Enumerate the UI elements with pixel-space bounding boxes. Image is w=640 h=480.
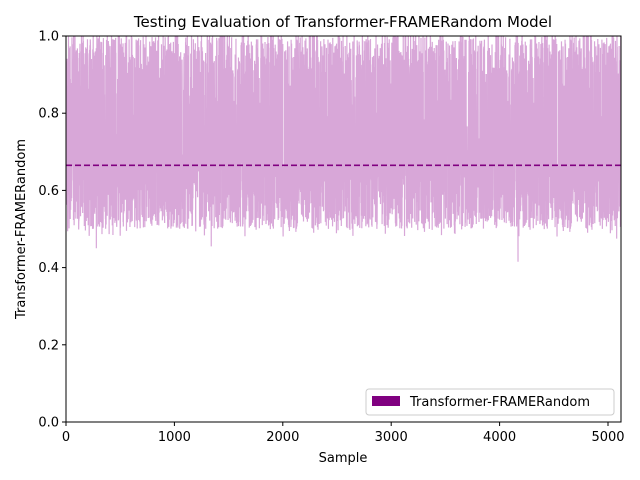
x-tick-label: 5000 (591, 430, 624, 445)
series-layer (66, 36, 621, 262)
legend-box (365, 388, 615, 416)
x-tick-label: 4000 (483, 430, 516, 445)
y-axis-label: Transformer-FRAMERandom (14, 139, 29, 320)
legend-label: Transformer-FRAMERandom (409, 395, 590, 410)
y-axis: 0.0 0.2 0.4 0.6 0.8 1.0 (38, 30, 66, 431)
series-line (66, 36, 621, 262)
chart-title: Testing Evaluation of Transformer-FRAMER… (133, 13, 552, 31)
x-axis: 0 1000 2000 3000 4000 5000 (62, 422, 625, 445)
x-tick-label: 2000 (266, 430, 299, 445)
plot-frame (65, 35, 622, 423)
y-tick-label: 0.8 (38, 107, 59, 122)
legend-swatch (372, 396, 400, 406)
y-tick-label: 0.0 (38, 416, 59, 431)
x-axis-label: Sample (319, 451, 368, 466)
x-tick-label: 0 (62, 430, 70, 445)
y-tick-label: 0.6 (38, 184, 59, 199)
legend: Transformer-FRAMERandom (365, 388, 615, 416)
y-tick-label: 0.4 (38, 261, 59, 276)
y-tick-label: 0.2 (38, 338, 59, 353)
x-tick-label: 1000 (158, 430, 191, 445)
x-tick-label: 3000 (375, 430, 408, 445)
y-tick-label: 1.0 (38, 30, 59, 45)
